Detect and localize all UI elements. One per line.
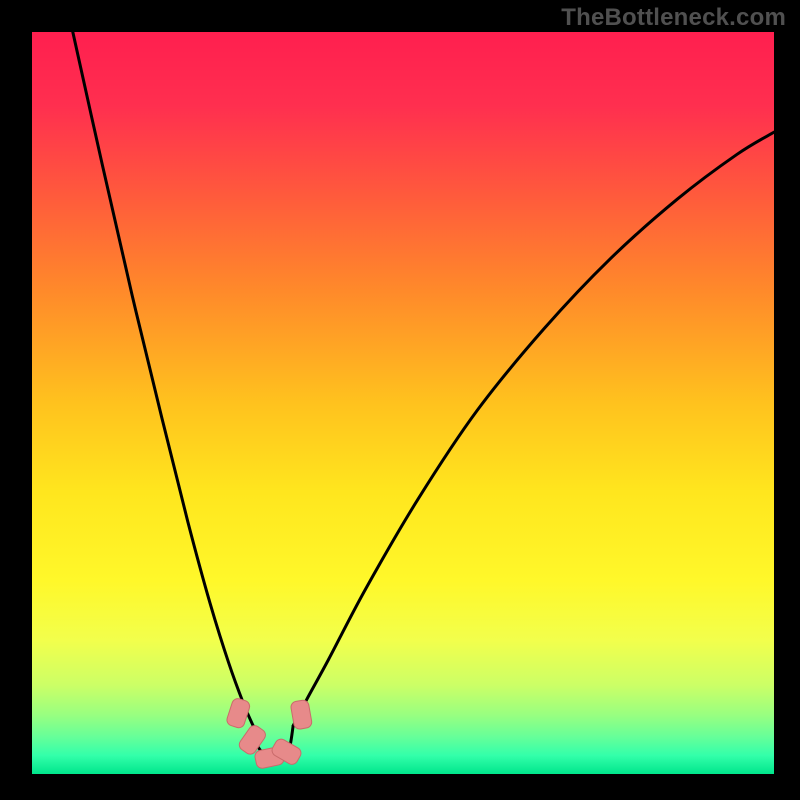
plot-area	[32, 32, 774, 774]
curve-left	[73, 32, 253, 726]
curve-right	[293, 132, 774, 726]
watermark-text: TheBottleneck.com	[561, 4, 786, 32]
marker-0	[225, 697, 251, 729]
curves-layer	[32, 32, 774, 774]
